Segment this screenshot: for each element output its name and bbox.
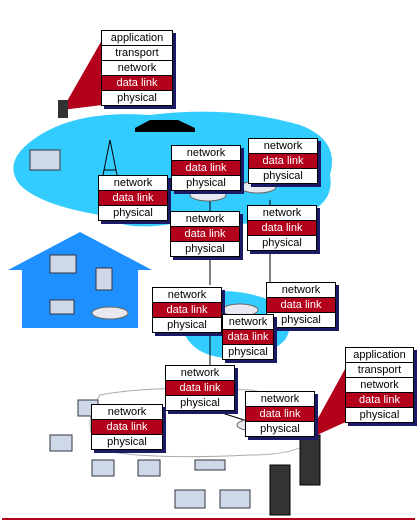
layer-network: network: [249, 139, 317, 154]
layer-data-link: data link: [248, 221, 316, 236]
protocol-stack-router-3: network data link physical: [98, 175, 168, 221]
layer-transport: transport: [346, 363, 413, 378]
layer-data-link: data link: [172, 161, 240, 176]
layer-data-link: data link: [249, 154, 317, 169]
layer-physical: physical: [167, 319, 207, 331]
protocol-stack-router-1: network data link physical: [171, 145, 241, 191]
callout-wedge-top: [62, 40, 102, 110]
protocol-stack-router-2: network data link physical: [248, 138, 318, 184]
layer-data-link: data link: [153, 303, 221, 318]
layer-network: network: [223, 315, 273, 330]
layer-network: network: [171, 212, 239, 227]
cell-tower-icon: [101, 139, 119, 181]
layer-data-link: data link: [267, 298, 335, 313]
layer-data-link: data link: [102, 76, 172, 91]
layer-physical: physical: [260, 423, 300, 435]
layer-network: network: [248, 206, 316, 221]
layer-network: network: [346, 378, 413, 393]
protocol-stack-router-11: network data link physical: [245, 391, 315, 437]
layer-physical: physical: [180, 397, 220, 409]
layer-physical: physical: [185, 243, 225, 255]
layer-data-link: data link: [223, 330, 273, 345]
protocol-stack-router-5: network data link physical: [247, 205, 317, 251]
protocol-stack-router-9: network data link physical: [165, 365, 235, 411]
layer-network: network: [246, 392, 314, 407]
layer-physical: physical: [228, 346, 268, 358]
layer-physical: physical: [113, 207, 153, 219]
layer-physical: physical: [107, 436, 147, 448]
home-network-house: [8, 232, 152, 328]
layer-physical: physical: [359, 409, 400, 421]
layer-data-link: data link: [171, 227, 239, 242]
protocol-stack-router-4: network data link physical: [170, 211, 240, 257]
bottom-rule: [2, 518, 415, 520]
layer-data-link: data link: [92, 420, 162, 435]
layer-transport: transport: [102, 46, 172, 61]
protocol-stack-host-top: application transport network data link …: [101, 30, 173, 106]
protocol-stack-router-10: network data link physical: [91, 404, 163, 450]
layer-network: network: [166, 366, 234, 381]
layer-physical: physical: [263, 170, 303, 182]
layer-network: network: [267, 283, 335, 298]
layer-data-link: data link: [99, 191, 167, 206]
protocol-stack-router-6: network data link physical: [152, 287, 222, 333]
layer-physical: physical: [281, 314, 321, 326]
protocol-stack-router-8: network data link physical: [222, 314, 274, 360]
layer-physical: physical: [186, 177, 226, 189]
protocol-stack-router-7: network data link physical: [266, 282, 336, 328]
protocol-stack-host-bottom: application transport network data link …: [345, 347, 414, 423]
layer-network: network: [153, 288, 221, 303]
layer-data-link: data link: [346, 393, 413, 408]
phone-icon: [58, 100, 68, 118]
car-icon: [135, 120, 195, 132]
layer-physical: physical: [117, 92, 157, 104]
layer-data-link: data link: [246, 407, 314, 422]
callout-wedge-bottom: [306, 360, 350, 440]
layer-physical: physical: [262, 237, 302, 249]
layer-network: network: [99, 176, 167, 191]
layer-network: network: [172, 146, 240, 161]
layer-network: network: [92, 405, 162, 420]
layer-data-link: data link: [166, 381, 234, 396]
layer-application: application: [102, 31, 172, 46]
layer-application: application: [346, 348, 413, 363]
layer-network: network: [102, 61, 172, 76]
